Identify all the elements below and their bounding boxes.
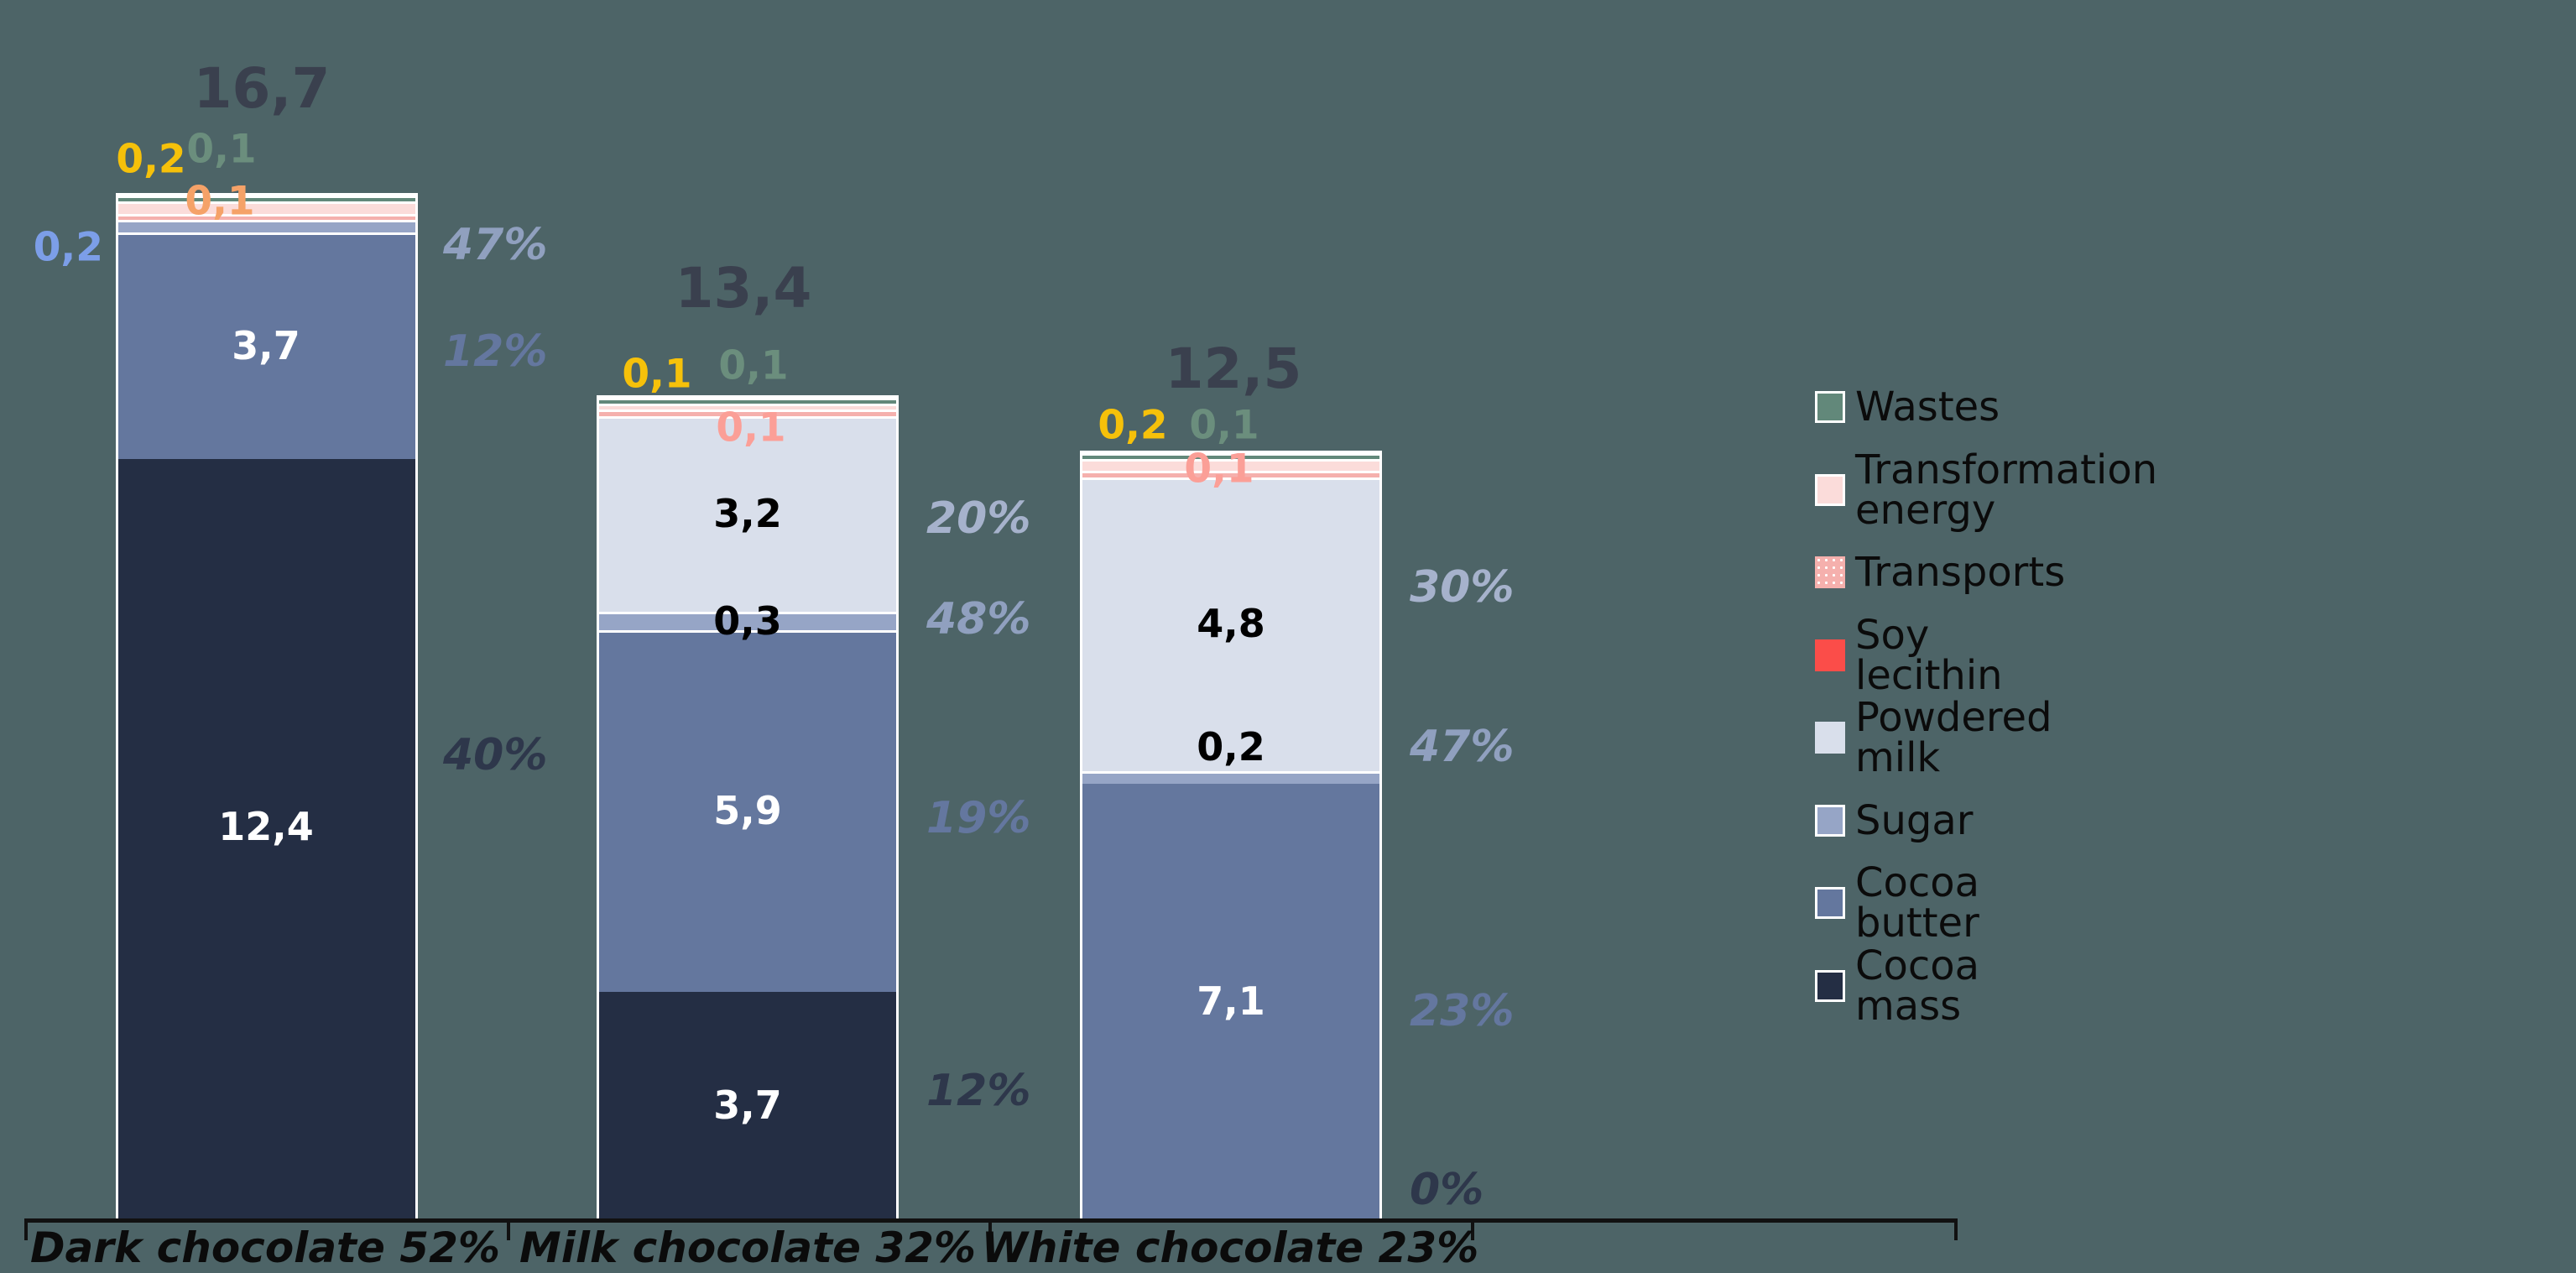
percent-label-sugar: 47%	[1410, 722, 1515, 772]
legend-label-cocoa-butter: Cocoa butter	[1855, 859, 1980, 947]
legend-item-soy-lecithin: Soy lecithin	[1815, 615, 2003, 696]
total-label: 13,4	[675, 256, 812, 321]
segment-cocoa-butter	[118, 232, 415, 459]
value-label-cocoa-mass: 3,7	[713, 1083, 782, 1128]
legend-swatch-wastes	[1815, 391, 1845, 423]
value-label-sugar: 0,3	[713, 598, 782, 644]
x-axis-tick-3	[1471, 1218, 1474, 1240]
legend-item-powdered-milk: Powdered milk	[1815, 697, 2052, 778]
legend-swatch-cocoa-butter	[1815, 887, 1845, 919]
float-label-transformation-energy: 0,2	[116, 136, 186, 183]
float-label-transports: 0,1	[185, 178, 255, 225]
percent-label-powdered-milk: 20%	[926, 493, 1031, 544]
legend-label-sugar: Sugar	[1855, 796, 1974, 844]
value-label-cocoa-butter: 7,1	[1197, 978, 1265, 1024]
segment-cocoa-butter	[1082, 783, 1379, 1218]
legend-swatch-powdered-milk	[1815, 722, 1845, 754]
percent-label-cocoa-mass: 40%	[443, 730, 548, 780]
float-label-wastes: 0,1	[718, 342, 789, 389]
float-label-sugar: 0,2	[33, 224, 103, 271]
legend-item-cocoa-butter: Cocoa butter	[1815, 863, 1979, 943]
x-axis-tick-1	[507, 1218, 510, 1240]
legend-item-transformation-energy: Transformation energy	[1815, 450, 2157, 530]
legend-swatch-transformation-energy	[1815, 473, 1845, 506]
segment-wastes	[1082, 452, 1379, 459]
value-label-sugar: 0,2	[1197, 724, 1265, 770]
legend-swatch-cocoa-mass	[1815, 969, 1845, 1002]
x-axis-tick-4	[1954, 1218, 1958, 1240]
percent-label-cocoa-mass: 12%	[926, 1066, 1031, 1116]
percent-label-powdered-milk: 30%	[1410, 562, 1515, 613]
category-label-milk-chocolate-32: Milk chocolate 32%	[519, 1223, 977, 1272]
value-label-powdered-milk: 4,8	[1197, 601, 1265, 646]
value-label-powdered-milk: 3,2	[713, 491, 782, 536]
legend-label-wastes: Wastes	[1855, 383, 2000, 430]
percent-label-cocoa-butter: 23%	[1410, 986, 1515, 1036]
segment-wastes	[118, 195, 415, 202]
segment-transports	[599, 410, 896, 416]
float-label-transports: 0,1	[1184, 446, 1254, 493]
legend-label-transformation-energy: Transformation energy	[1855, 446, 2158, 534]
float-label-transformation-energy: 0,1	[622, 351, 692, 398]
float-label-wastes: 0,1	[186, 126, 257, 173]
float-label-transformation-energy: 0,2	[1098, 402, 1168, 449]
bar-white-chocolate-23	[1080, 450, 1382, 1218]
x-axis-tick-2	[988, 1218, 992, 1240]
segment-transports	[1082, 471, 1379, 477]
legend-label-soy-lecithin: Soy lecithin	[1855, 611, 2003, 699]
bar-milk-chocolate-32	[597, 394, 899, 1218]
legend-label-cocoa-mass: Cocoa mass	[1855, 942, 1980, 1030]
legend-item-wastes: Wastes	[1815, 387, 2000, 427]
segment-transformation-energy	[1082, 458, 1379, 472]
percent-label-cocoa-mass: 0%	[1410, 1165, 1484, 1215]
segment-transformation-energy	[118, 201, 415, 214]
total-label: 12,5	[1165, 337, 1302, 401]
percent-label-sugar: 48%	[926, 594, 1031, 644]
legend-swatch-soy-lecithin	[1815, 639, 1845, 671]
segment-wastes	[599, 397, 896, 404]
legend-label-transports: Transports	[1855, 549, 2066, 596]
bar-dark-chocolate-52	[116, 192, 418, 1218]
float-label-wastes: 0,1	[1189, 402, 1259, 449]
segment-cocoa-butter	[599, 630, 896, 992]
legend-item-sugar: Sugar	[1815, 801, 1974, 841]
percent-label-cocoa-butter: 12%	[443, 326, 548, 377]
segment-powdered-milk	[1082, 477, 1379, 772]
legend-item-transports: Transports	[1815, 552, 2065, 592]
percent-label-sugar: 47%	[443, 220, 548, 270]
segment-sugar	[118, 220, 415, 232]
segment-transports	[118, 213, 415, 221]
segment-cocoa-mass	[118, 458, 415, 1218]
value-label-cocoa-mass: 12,4	[218, 804, 314, 849]
value-label-cocoa-butter: 5,9	[713, 788, 782, 833]
category-label-dark-chocolate-52: Dark chocolate 52%	[30, 1223, 500, 1272]
percent-label-cocoa-butter: 19%	[926, 793, 1031, 843]
segment-sugar	[1082, 771, 1379, 784]
value-label-cocoa-butter: 3,7	[232, 323, 300, 368]
segment-transformation-energy	[599, 404, 896, 410]
x-axis-tick-0	[24, 1218, 28, 1240]
category-label-white-chocolate-23: White chocolate 23%	[981, 1223, 1479, 1272]
legend-item-cocoa-mass: Cocoa mass	[1815, 946, 1979, 1026]
segment-cocoa-mass	[599, 991, 896, 1218]
total-label: 16,7	[193, 56, 331, 121]
legend-label-powdered-milk: Powdered milk	[1855, 694, 2052, 781]
float-label-transports: 0,1	[716, 404, 786, 451]
segment-sugar	[599, 612, 896, 631]
legend-swatch-transports	[1815, 556, 1845, 588]
legend-swatch-sugar	[1815, 804, 1845, 837]
segment-powdered-milk	[599, 415, 896, 613]
